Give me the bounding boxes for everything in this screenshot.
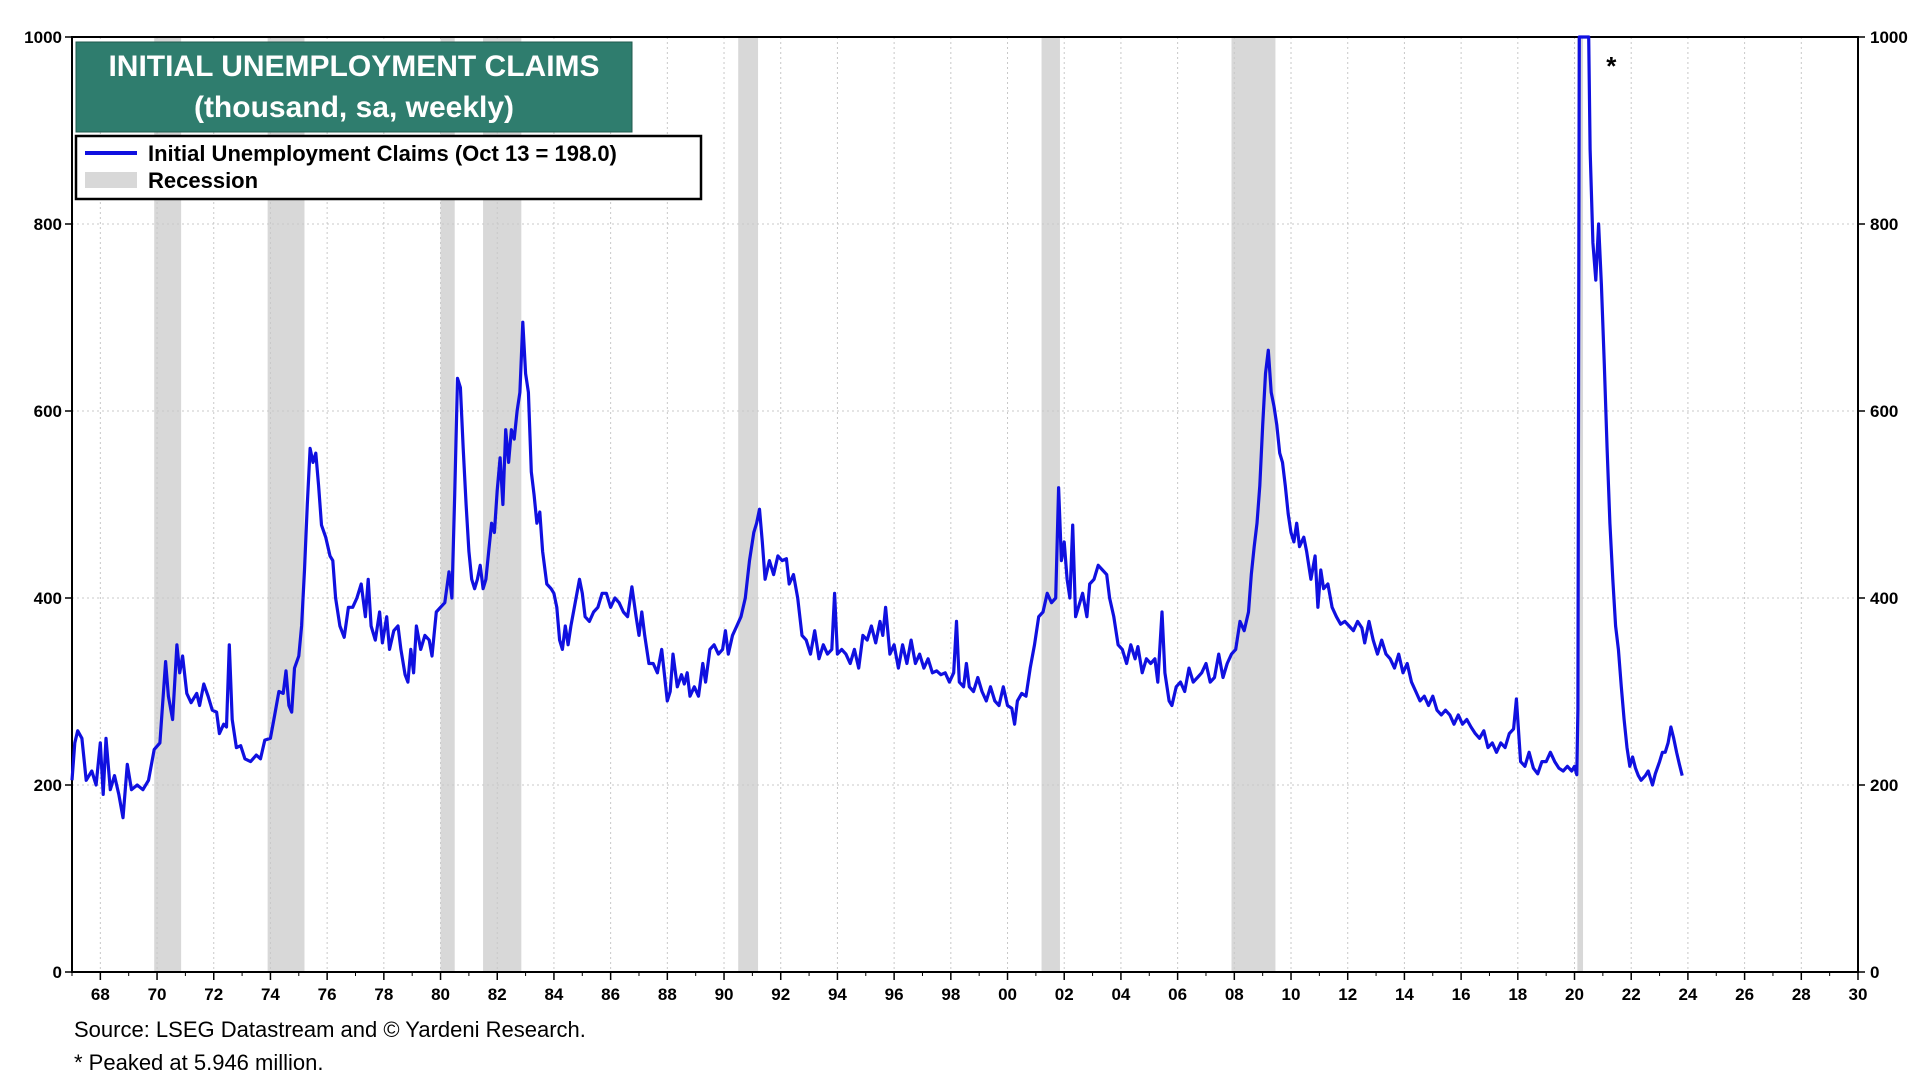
- x-tick-label: 12: [1338, 985, 1357, 1004]
- y-tick-label-left: 1000: [24, 28, 62, 47]
- peak-footnote: * Peaked at 5.946 million.: [74, 1050, 324, 1075]
- chart-subtitle: (thousand, sa, weekly): [194, 91, 514, 124]
- y-tick-label-left: 400: [34, 589, 62, 608]
- x-tick-label: 24: [1678, 985, 1697, 1004]
- recession-band: [738, 37, 759, 972]
- x-tick-label: 18: [1508, 985, 1527, 1004]
- y-tick-label-left: 800: [34, 215, 62, 234]
- x-tick-label: 02: [1055, 985, 1074, 1004]
- title-box: [75, 41, 633, 133]
- recession-band: [1231, 37, 1276, 972]
- x-tick-label: 28: [1792, 985, 1811, 1004]
- x-tick-label: 76: [318, 985, 337, 1004]
- x-tick-label: 20: [1565, 985, 1584, 1004]
- x-tick-label: 00: [998, 985, 1017, 1004]
- x-tick-label: 16: [1452, 985, 1471, 1004]
- x-tick-label: 04: [1111, 985, 1130, 1004]
- y-tick-label-left: 600: [34, 402, 62, 421]
- y-axis-left: 0 200 400 600 800 1000: [24, 28, 72, 982]
- y-axis-right: 0 200 400 600 800 1000: [1858, 28, 1908, 982]
- y-tick-label-left: 200: [34, 776, 62, 795]
- x-tick-label: 92: [771, 985, 790, 1004]
- x-tick-label: 94: [828, 985, 847, 1004]
- plot-frame: [71, 36, 1859, 973]
- x-tick-label: 14: [1395, 985, 1414, 1004]
- x-tick-label: 08: [1225, 985, 1244, 1004]
- legend-label-claims: Initial Unemployment Claims (Oct 13 = 19…: [148, 141, 617, 166]
- y-tick-label-right: 200: [1870, 776, 1898, 795]
- x-tick-label: 68: [91, 985, 110, 1004]
- recession-band: [1577, 37, 1584, 972]
- x-tick-label: 10: [1282, 985, 1301, 1004]
- x-tick-label: 30: [1849, 985, 1868, 1004]
- x-tick-label: 70: [148, 985, 167, 1004]
- x-tick-label: 74: [261, 985, 280, 1004]
- x-tick-label: 06: [1168, 985, 1187, 1004]
- x-tick-label: 80: [431, 985, 450, 1004]
- x-tick-label: 72: [204, 985, 223, 1004]
- chart-title: INITIAL UNEMPLOYMENT CLAIMS: [108, 50, 599, 83]
- legend-swatch-recession: [85, 172, 137, 188]
- x-tick-label: 88: [658, 985, 677, 1004]
- x-tick-label: 78: [374, 985, 393, 1004]
- x-tick-label: 26: [1735, 985, 1754, 1004]
- x-tick-label: 84: [544, 985, 563, 1004]
- recession-band: [440, 37, 455, 972]
- legend-label-recession: Recession: [148, 168, 258, 193]
- x-tick-label: 90: [715, 985, 734, 1004]
- y-tick-label-right: 0: [1870, 963, 1879, 982]
- y-tick-label-left: 0: [53, 963, 62, 982]
- x-tick-label: 96: [885, 985, 904, 1004]
- x-tick-label: 86: [601, 985, 620, 1004]
- x-tick-label: 82: [488, 985, 507, 1004]
- y-tick-label-right: 800: [1870, 215, 1898, 234]
- x-tick-label: 22: [1622, 985, 1641, 1004]
- x-tick-label: 98: [941, 985, 960, 1004]
- y-tick-label-right: 1000: [1870, 28, 1908, 47]
- y-tick-label-right: 400: [1870, 589, 1898, 608]
- x-axis: 68 70 72 74 76 78 80 82 84 86 88 90 92 94 96 98 00 02 04 06…: [71, 972, 1868, 1004]
- legend-box: [74, 134, 703, 201]
- peak-annotation-star: *: [1606, 51, 1617, 81]
- source-note: Source: LSEG Datastream and © Yardeni Re…: [74, 1017, 586, 1042]
- recession-band: [1041, 37, 1060, 972]
- y-tick-label-right: 600: [1870, 402, 1898, 421]
- series-line-initial-claims: [70, 35, 1684, 820]
